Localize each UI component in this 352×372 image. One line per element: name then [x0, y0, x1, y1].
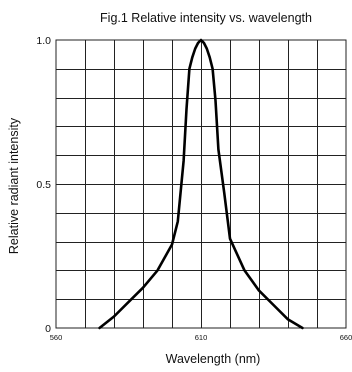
x-tick-label: 610 — [195, 333, 208, 342]
grid-lines — [56, 40, 346, 328]
chart-title: Fig.1 Relative intensity vs. wavelength — [100, 11, 312, 25]
y-tick-labels: 0 0.5 1.0 — [36, 35, 51, 335]
y-tick-label: 1.0 — [36, 35, 51, 47]
x-axis-label: Wavelength (nm) — [166, 352, 261, 366]
x-tick-labels: 560 610 660 — [50, 333, 352, 342]
x-tick-label: 660 — [340, 333, 352, 342]
series-group — [98, 38, 304, 330]
y-axis-label: Relative radiant intensity — [7, 117, 21, 254]
x-tick-label: 560 — [50, 333, 63, 342]
series-line — [98, 38, 304, 330]
y-tick-label: 0 — [45, 323, 51, 335]
y-tick-label: 0.5 — [36, 179, 51, 191]
